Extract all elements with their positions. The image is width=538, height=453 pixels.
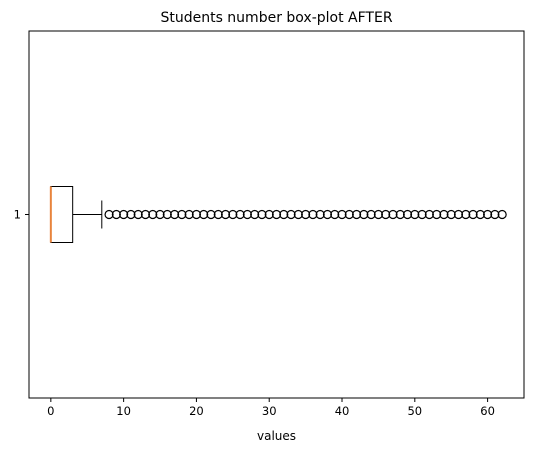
outlier-point [264,209,274,220]
outlier-point [257,209,267,220]
outlier-point [286,209,296,220]
chart-title: Students number box-plot AFTER [160,10,392,26]
outlier-point [468,209,478,220]
outlier-point [410,209,420,220]
outlier-point [483,209,493,220]
outlier-point [184,209,194,220]
outlier-point [133,209,143,220]
outlier-point [490,209,500,220]
y-axis: 1 [14,208,29,222]
outlier-point [228,209,238,220]
x-axis: 0 10 20 30 40 50 60 [47,398,495,418]
outlier-point [439,209,449,220]
outlier-point [432,209,442,220]
outlier-point [497,209,507,220]
outlier-point [381,209,391,220]
outlier-point [111,209,121,220]
outlier-point [417,209,427,220]
outlier-point [162,209,172,220]
outlier-point [293,209,303,220]
outlier-point [271,209,282,220]
outlier-point [250,209,260,220]
outlier-point [388,209,398,220]
outlier-point [461,209,471,220]
outlier-point [446,209,456,220]
outlier-point [453,209,464,220]
outlier-point [402,209,413,220]
outlier-point [206,209,216,220]
plot-area-frame [28,30,525,399]
outlier-point [177,209,187,220]
outlier-point [308,209,318,220]
x-tick-label: 40 [335,404,350,418]
outlier-point [235,209,245,220]
x-tick-label: 20 [189,404,204,418]
outlier-point [191,209,202,220]
outlier-point [279,209,289,220]
x-axis-label: values [257,429,296,443]
outlier-point [155,209,165,220]
outlier-point [322,209,333,220]
outlier-point [104,209,114,220]
x-tick-label: 50 [407,404,422,418]
outlier-point [395,209,405,220]
outlier-point [148,209,158,220]
outlier-point [337,209,347,220]
outlier-point [344,209,354,220]
outlier-point [242,209,252,220]
outlier-point [351,209,362,220]
outlier-point [315,209,325,220]
x-tick-label: 60 [480,404,495,418]
outlier-point [213,209,223,220]
outlier-point [119,209,129,220]
outlier-point [126,209,136,220]
box-group [49,186,507,243]
x-tick-label: 30 [262,404,277,418]
iqr-box [50,186,74,243]
outlier-point [366,209,376,220]
y-tick-label: 1 [14,208,21,222]
outlier-point [359,209,369,220]
outlier-point [330,209,340,220]
outlier-point [199,209,209,220]
outlier-point [424,209,434,220]
x-tick-label: 0 [47,404,54,418]
outlier-point [373,209,384,220]
outlier-point [140,209,151,220]
outlier-point [169,209,180,220]
x-tick-label: 10 [116,404,131,418]
outlier-point [301,209,311,220]
outlier-point [475,209,485,220]
outlier-point [220,209,231,220]
